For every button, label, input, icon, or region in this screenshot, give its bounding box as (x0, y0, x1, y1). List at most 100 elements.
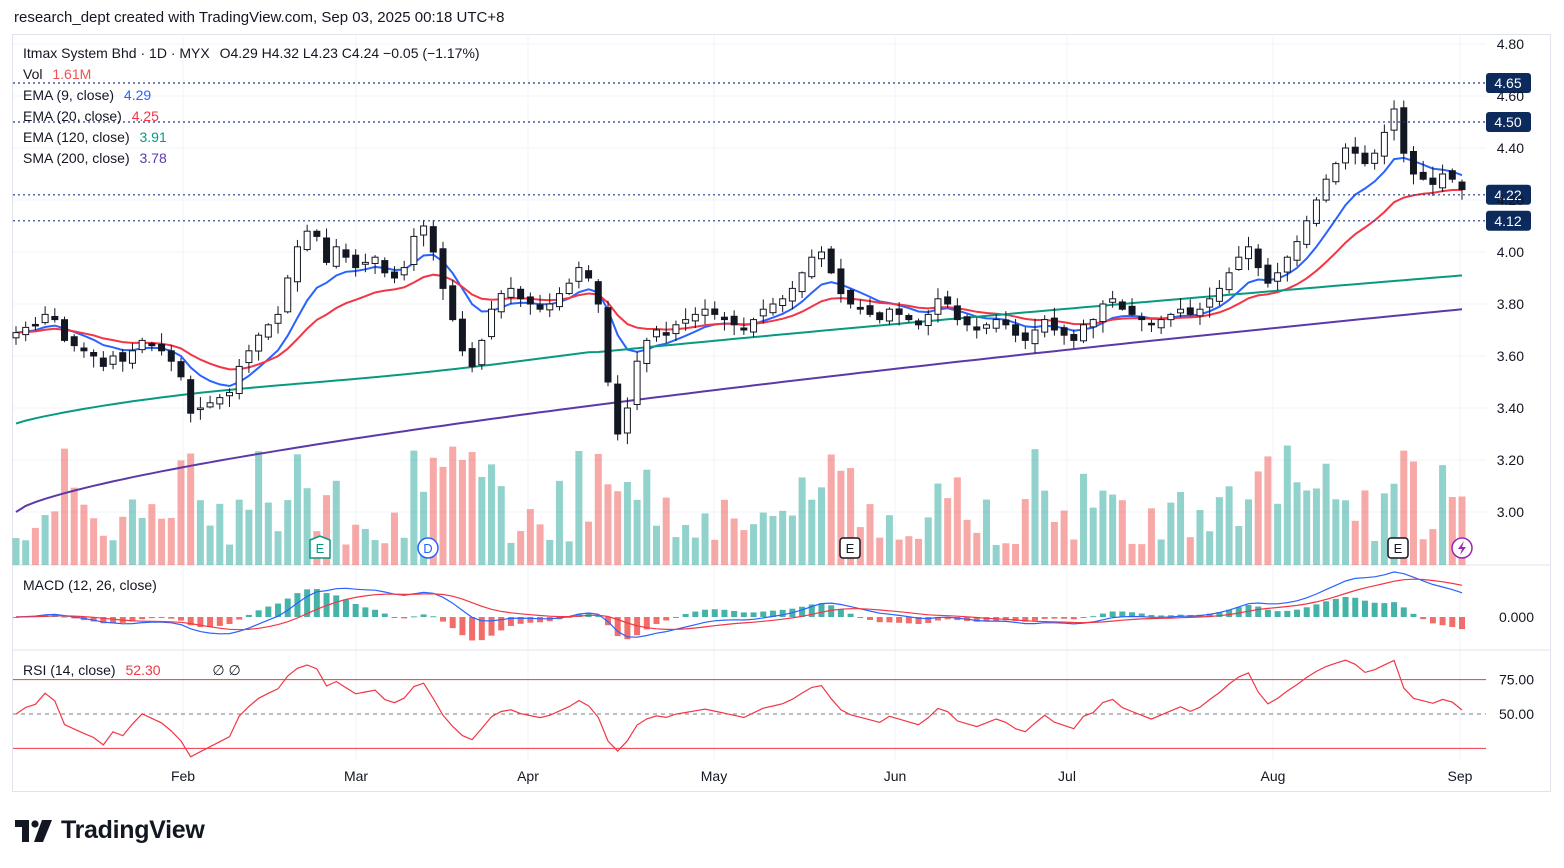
volume-bar (633, 499, 641, 565)
candle-body (711, 308, 719, 315)
legend-sma200[interactable]: SMA (200, close) 3.78 (23, 150, 167, 166)
macd-histogram-bar (750, 612, 757, 617)
volume-bar (109, 540, 117, 565)
macd-line (15, 571, 1463, 638)
volume-bar (730, 518, 738, 565)
macd-histogram-bar (653, 617, 660, 624)
candle-body (1157, 319, 1165, 329)
volume-bar (70, 487, 78, 565)
volume-bar (1429, 529, 1437, 565)
volume-bar (158, 518, 166, 565)
volume-bar (847, 468, 855, 565)
price-axis-tick: 4.00 (1497, 244, 1524, 260)
volume-bar (458, 459, 466, 565)
candle-body (90, 352, 98, 357)
rsi-extra-values: ∅ ∅ (212, 662, 241, 678)
macd-histogram-bar (614, 617, 621, 637)
event-marker-e[interactable]: E (1387, 537, 1409, 559)
event-marker-d[interactable]: D (417, 537, 439, 559)
volume-bar (381, 543, 389, 565)
candle-body (1303, 220, 1311, 245)
volume-bar (876, 537, 884, 565)
candle-body (293, 246, 301, 283)
volume-bar (895, 539, 903, 565)
candle-body (526, 296, 534, 305)
volume-bar (1060, 510, 1068, 565)
volume-bar (653, 525, 661, 565)
time-axis-label: Mar (344, 768, 368, 784)
volume-bar (371, 540, 379, 565)
macd-histogram-bar (1109, 611, 1116, 617)
candle-body (420, 225, 428, 236)
candle-body (643, 339, 651, 364)
candle-body (31, 323, 39, 327)
candle-body (885, 308, 893, 322)
candle-body (575, 267, 583, 282)
macd-histogram-bar (905, 617, 912, 624)
legend-ema120[interactable]: EMA (120, close) 3.91 (23, 129, 167, 145)
candle-body (973, 326, 981, 331)
volume-bar (536, 524, 544, 565)
macd-histogram-bar (915, 617, 922, 625)
macd-histogram-bar (420, 614, 427, 617)
earnings-marker-icon (1387, 537, 1409, 559)
candle-body (691, 313, 699, 322)
volume-bar (1050, 521, 1058, 565)
candle-body (924, 313, 932, 326)
candle-body (507, 287, 515, 298)
legend-rsi[interactable]: RSI (14, close) 52.30 ∅ ∅ (23, 662, 241, 679)
event-marker-e[interactable]: E (839, 537, 861, 559)
volume-bar (1021, 499, 1029, 565)
macd-histogram-bar (478, 617, 485, 641)
macd-histogram-bar (1274, 611, 1281, 617)
event-marker-e[interactable]: E (309, 535, 331, 559)
candle-body (1371, 152, 1379, 164)
candle-body (1448, 170, 1456, 180)
legend-ema9[interactable]: EMA (9, close) 4.29 (23, 87, 151, 103)
macd-histogram-bar (207, 617, 214, 628)
volume-bar (119, 516, 127, 565)
candle-body (70, 336, 78, 347)
volume-bar (866, 504, 874, 565)
volume-bar (128, 499, 136, 565)
macd-histogram-bar (886, 617, 893, 623)
sma200-value: 3.78 (139, 150, 167, 166)
ema9-label: EMA (9, close) (23, 87, 115, 103)
macd-histogram-bar (362, 607, 369, 617)
candle-body (1390, 108, 1398, 131)
candle-body (1361, 152, 1369, 165)
rsi-label: RSI (14, close) (23, 662, 116, 678)
volume-bar (701, 513, 709, 565)
volume-bar (594, 453, 602, 565)
legend-volume[interactable]: Vol 1.61M (23, 66, 91, 82)
volume-bar (1002, 543, 1010, 565)
volume-bar (769, 516, 777, 565)
macd-histogram-bar (702, 609, 709, 617)
volume-bar (429, 457, 437, 565)
volume-bar (274, 531, 282, 565)
candle-body (1225, 272, 1233, 291)
macd-histogram-bar (1022, 617, 1029, 622)
legend-macd[interactable]: MACD (12, 26, close) (23, 577, 157, 593)
macd-histogram-bar (372, 609, 379, 617)
tradingview-logo[interactable]: TradingView (15, 816, 205, 845)
candle-body (390, 271, 398, 279)
macd-histogram-bar (265, 606, 272, 617)
macd-histogram-bar (13, 617, 19, 618)
candle-body (361, 261, 369, 265)
legend-ema20[interactable]: EMA (20, close) 4.25 (23, 108, 159, 124)
volume-bar (1118, 500, 1126, 565)
symbol-title[interactable]: Itmax System Bhd · 1D · MYX (23, 45, 210, 61)
volume-bar (449, 446, 457, 565)
macd-histogram-bar (507, 617, 514, 626)
macd-histogram-bar (663, 617, 670, 621)
macd-histogram-bar (818, 603, 825, 617)
volume-bar (303, 488, 311, 565)
candle-body (555, 293, 563, 308)
price-axis-tick: 4.60 (1497, 88, 1524, 104)
macd-histogram-bar (740, 612, 747, 617)
price-level-tag (1486, 112, 1531, 132)
volume-bar (924, 517, 932, 565)
volume-bar (1235, 526, 1243, 565)
